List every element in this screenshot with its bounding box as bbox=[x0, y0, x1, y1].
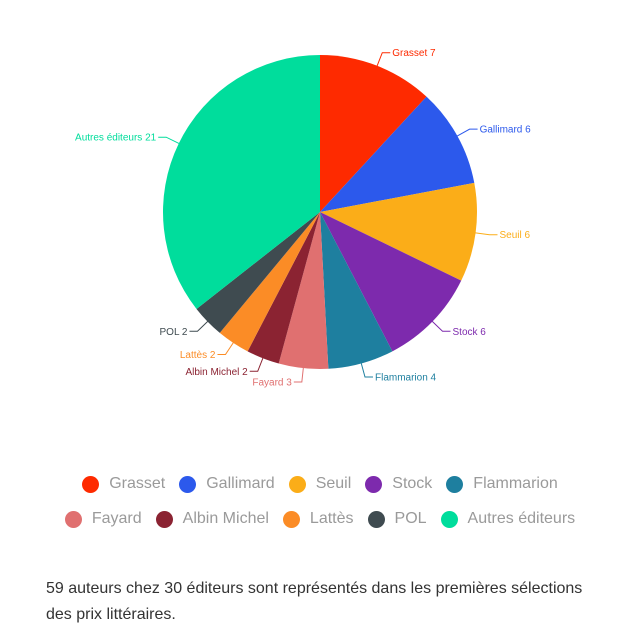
legend-item-stock[interactable]: Stock bbox=[365, 475, 432, 493]
leader-line-stock bbox=[431, 320, 451, 332]
leader-line-flammarion bbox=[360, 362, 373, 378]
legend-label-gallimard: Gallimard bbox=[206, 475, 275, 492]
pie-slice-grasset[interactable] bbox=[320, 55, 427, 212]
legend-dot-gallimard bbox=[179, 475, 197, 493]
legend-item-pol[interactable]: POL bbox=[367, 510, 427, 528]
slice-label-lattes: Lattès 2 bbox=[180, 350, 216, 361]
slice-label-stock: Stock 6 bbox=[453, 327, 487, 338]
slice-label-gallimard: Gallimard 6 bbox=[480, 125, 532, 136]
legend-label-flammarion: Flammarion bbox=[473, 475, 558, 492]
slice-label-fayard: Fayard 3 bbox=[252, 378, 292, 389]
legend-label-lattes: Lattès bbox=[309, 510, 354, 527]
pie-slice-albin-michel[interactable] bbox=[247, 212, 320, 364]
slice-label-autres-editeurs: Autres éditeurs 21 bbox=[75, 133, 157, 144]
pie-slice-autres-editeurs[interactable] bbox=[163, 55, 320, 309]
legend-label-fayard: Fayard bbox=[91, 510, 142, 527]
leader-line-lattes bbox=[217, 341, 235, 355]
pie-slice-seuil[interactable] bbox=[320, 182, 477, 281]
legend-item-seuil[interactable]: Seuil bbox=[288, 475, 352, 493]
legend-dot-flammarion bbox=[446, 475, 464, 493]
legend-item-lattes[interactable]: Lattès bbox=[282, 510, 354, 528]
leader-line-autres-editeurs bbox=[158, 136, 180, 145]
leader-line-gallimard bbox=[456, 128, 478, 137]
legend-item-flammarion[interactable]: Flammarion bbox=[446, 475, 558, 493]
legend-dot-autres-editeurs bbox=[440, 510, 458, 528]
legend-item-fayard[interactable]: Fayard bbox=[64, 510, 142, 528]
legend-dot-pol bbox=[367, 510, 385, 528]
leader-line-albin-michel bbox=[249, 357, 264, 372]
legend-item-albin-michel[interactable]: Albin Michel bbox=[155, 510, 269, 528]
legend-label-albin-michel: Albin Michel bbox=[182, 510, 269, 527]
legend-item-autres-editeurs[interactable]: Autres éditeurs bbox=[440, 510, 576, 528]
pie-slice-flammarion[interactable] bbox=[320, 212, 393, 369]
slice-label-albin-michel: Albin Michel 2 bbox=[185, 367, 248, 378]
leader-line-seuil bbox=[474, 232, 498, 236]
slice-label-grasset: Grasset 7 bbox=[392, 48, 436, 59]
pie-slice-gallimard[interactable] bbox=[320, 96, 475, 212]
legend-label-grasset: Grasset bbox=[109, 475, 166, 492]
legend-label-pol: POL bbox=[394, 510, 427, 527]
pie-chart: Grasset 7 Gallimard 6 Seuil 6 Stock 6 Flamma… bbox=[75, 48, 532, 389]
pie-slice-lattes[interactable] bbox=[219, 212, 320, 352]
leader-line-pol bbox=[189, 320, 209, 332]
legend-label-seuil: Seuil bbox=[315, 475, 352, 492]
legend-label-stock: Stock bbox=[392, 475, 433, 492]
pie-slice-pol[interactable] bbox=[196, 212, 320, 333]
leader-line-grasset bbox=[376, 52, 391, 67]
legend-row-1: Grasset Gallimard Seuil Stock Flammarion bbox=[0, 475, 640, 493]
legend-item-grasset[interactable]: Grasset bbox=[82, 475, 165, 493]
pie-slice-stock[interactable] bbox=[320, 212, 462, 352]
chart-caption: 59 auteurs chez 30 éditeurs sont représe… bbox=[46, 580, 583, 623]
legend-dot-grasset bbox=[82, 475, 100, 493]
legend-dot-lattes bbox=[282, 510, 300, 528]
legend-dot-albin-michel bbox=[155, 510, 173, 528]
leader-line-fayard bbox=[293, 367, 304, 383]
slice-label-pol: POL 2 bbox=[160, 327, 188, 338]
slice-label-seuil: Seuil 6 bbox=[499, 230, 530, 241]
pie-slice-fayard[interactable] bbox=[278, 212, 329, 369]
slice-label-flammarion: Flammarion 4 bbox=[375, 372, 437, 383]
legend-dot-seuil bbox=[288, 475, 306, 493]
legend-dot-stock bbox=[365, 475, 383, 493]
legend-dot-fayard bbox=[64, 510, 82, 528]
legend-label-autres-editeurs: Autres éditeurs bbox=[467, 510, 576, 527]
legend-item-gallimard[interactable]: Gallimard bbox=[179, 475, 275, 493]
legend-row-2: Fayard Albin Michel Lattès POL Autres éd… bbox=[0, 510, 640, 528]
